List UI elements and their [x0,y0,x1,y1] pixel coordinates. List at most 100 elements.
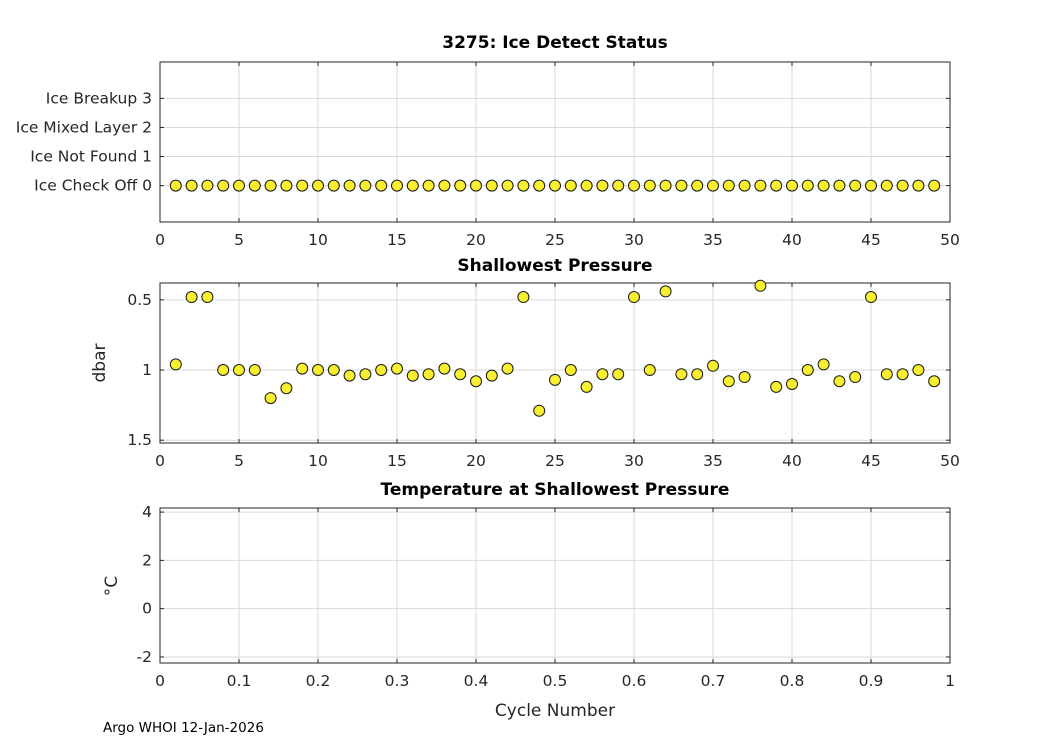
data-point [833,375,846,388]
y-tick-label: Ice Not Found 1 [30,148,152,166]
x-tick-label: 0.8 [780,672,805,690]
data-point [280,179,293,192]
data-point [359,179,372,192]
data-point [912,179,925,192]
x-tick-label: 20 [466,231,486,249]
x-tick-label: 30 [624,231,644,249]
data-point [422,368,435,381]
x-tick-label: 30 [624,452,644,470]
data-point [896,179,909,192]
x-tick-label: 0.1 [227,672,252,690]
data-point [643,179,656,192]
x-tick-label: 0.9 [859,672,884,690]
y-tick-label: 2 [142,551,152,569]
data-point [928,179,941,192]
plot2-y-axis-label: dbar [90,343,110,383]
plot2-title: Shallowest Pressure [457,256,653,276]
y-tick-label: Ice Check Off 0 [34,177,152,195]
data-point [928,375,941,388]
data-point [659,285,672,298]
data-point [280,382,293,395]
x-tick-label: 50 [940,452,960,470]
data-point [754,279,767,292]
y-tick-label: Ice Mixed Layer 2 [16,118,152,136]
data-point [643,364,656,377]
data-point [533,179,546,192]
x-tick-label: 0 [155,231,165,249]
data-point [470,375,482,388]
data-point [738,179,751,192]
attribution-text: Argo WHOI 12-Jan-2026 [103,720,264,736]
data-point [296,362,309,375]
data-point [327,179,340,192]
data-point [865,179,877,192]
data-point [501,179,514,192]
x-tick-label: 25 [545,231,565,249]
x-tick-label: 50 [940,231,960,249]
x-tick-label: 15 [387,452,407,470]
data-point [327,364,340,377]
x-tick-label: 0 [155,452,165,470]
data-point [801,364,814,377]
data-point [786,179,798,192]
data-point [533,404,546,417]
data-point [659,179,672,192]
data-point [169,358,182,371]
data-point [912,364,925,377]
data-point [343,179,356,192]
data-point [248,179,261,192]
data-point [896,368,909,381]
data-point [248,364,261,377]
data-point [612,368,625,381]
data-point [454,368,467,381]
data-point [754,179,767,192]
data-point [865,291,877,304]
x-tick-label: 5 [234,452,244,470]
data-point [612,179,625,192]
x-tick-label: 0.6 [622,672,647,690]
data-point [817,358,830,371]
plot3-y-axis-label: °C [102,575,122,597]
data-point [722,179,735,192]
data-point [849,371,862,384]
data-point [312,364,324,377]
data-point [375,179,388,192]
data-point [817,179,830,192]
data-point [738,371,751,384]
data-point [391,362,403,375]
data-point [564,179,577,192]
x-tick-label: 10 [308,231,328,249]
x-tick-label: 45 [861,231,881,249]
data-point [517,179,530,192]
data-point [438,179,451,192]
data-point [580,179,593,192]
data-point [470,179,482,192]
x-tick-label: 5 [234,231,244,249]
data-point [564,364,577,377]
data-point [422,179,435,192]
data-point [217,364,230,377]
data-point [201,291,214,304]
x-tick-label: 40 [782,452,802,470]
data-point [880,179,893,192]
data-point [675,179,688,192]
y-tick-label: 1 [142,361,152,379]
data-point [549,179,561,192]
data-point [406,369,419,382]
data-point [169,179,182,192]
data-point [185,291,198,304]
x-tick-label: 15 [387,231,407,249]
x-tick-label: 0 [155,672,165,690]
data-point [517,291,530,304]
x-tick-label: 45 [861,452,881,470]
x-tick-label: 0.5 [543,672,568,690]
plot1-title: 3275: Ice Detect Status [442,33,668,53]
data-point [438,362,451,375]
y-tick-label: 1.5 [127,431,152,449]
data-point [201,179,214,192]
data-point [343,369,356,382]
data-point [580,380,593,393]
